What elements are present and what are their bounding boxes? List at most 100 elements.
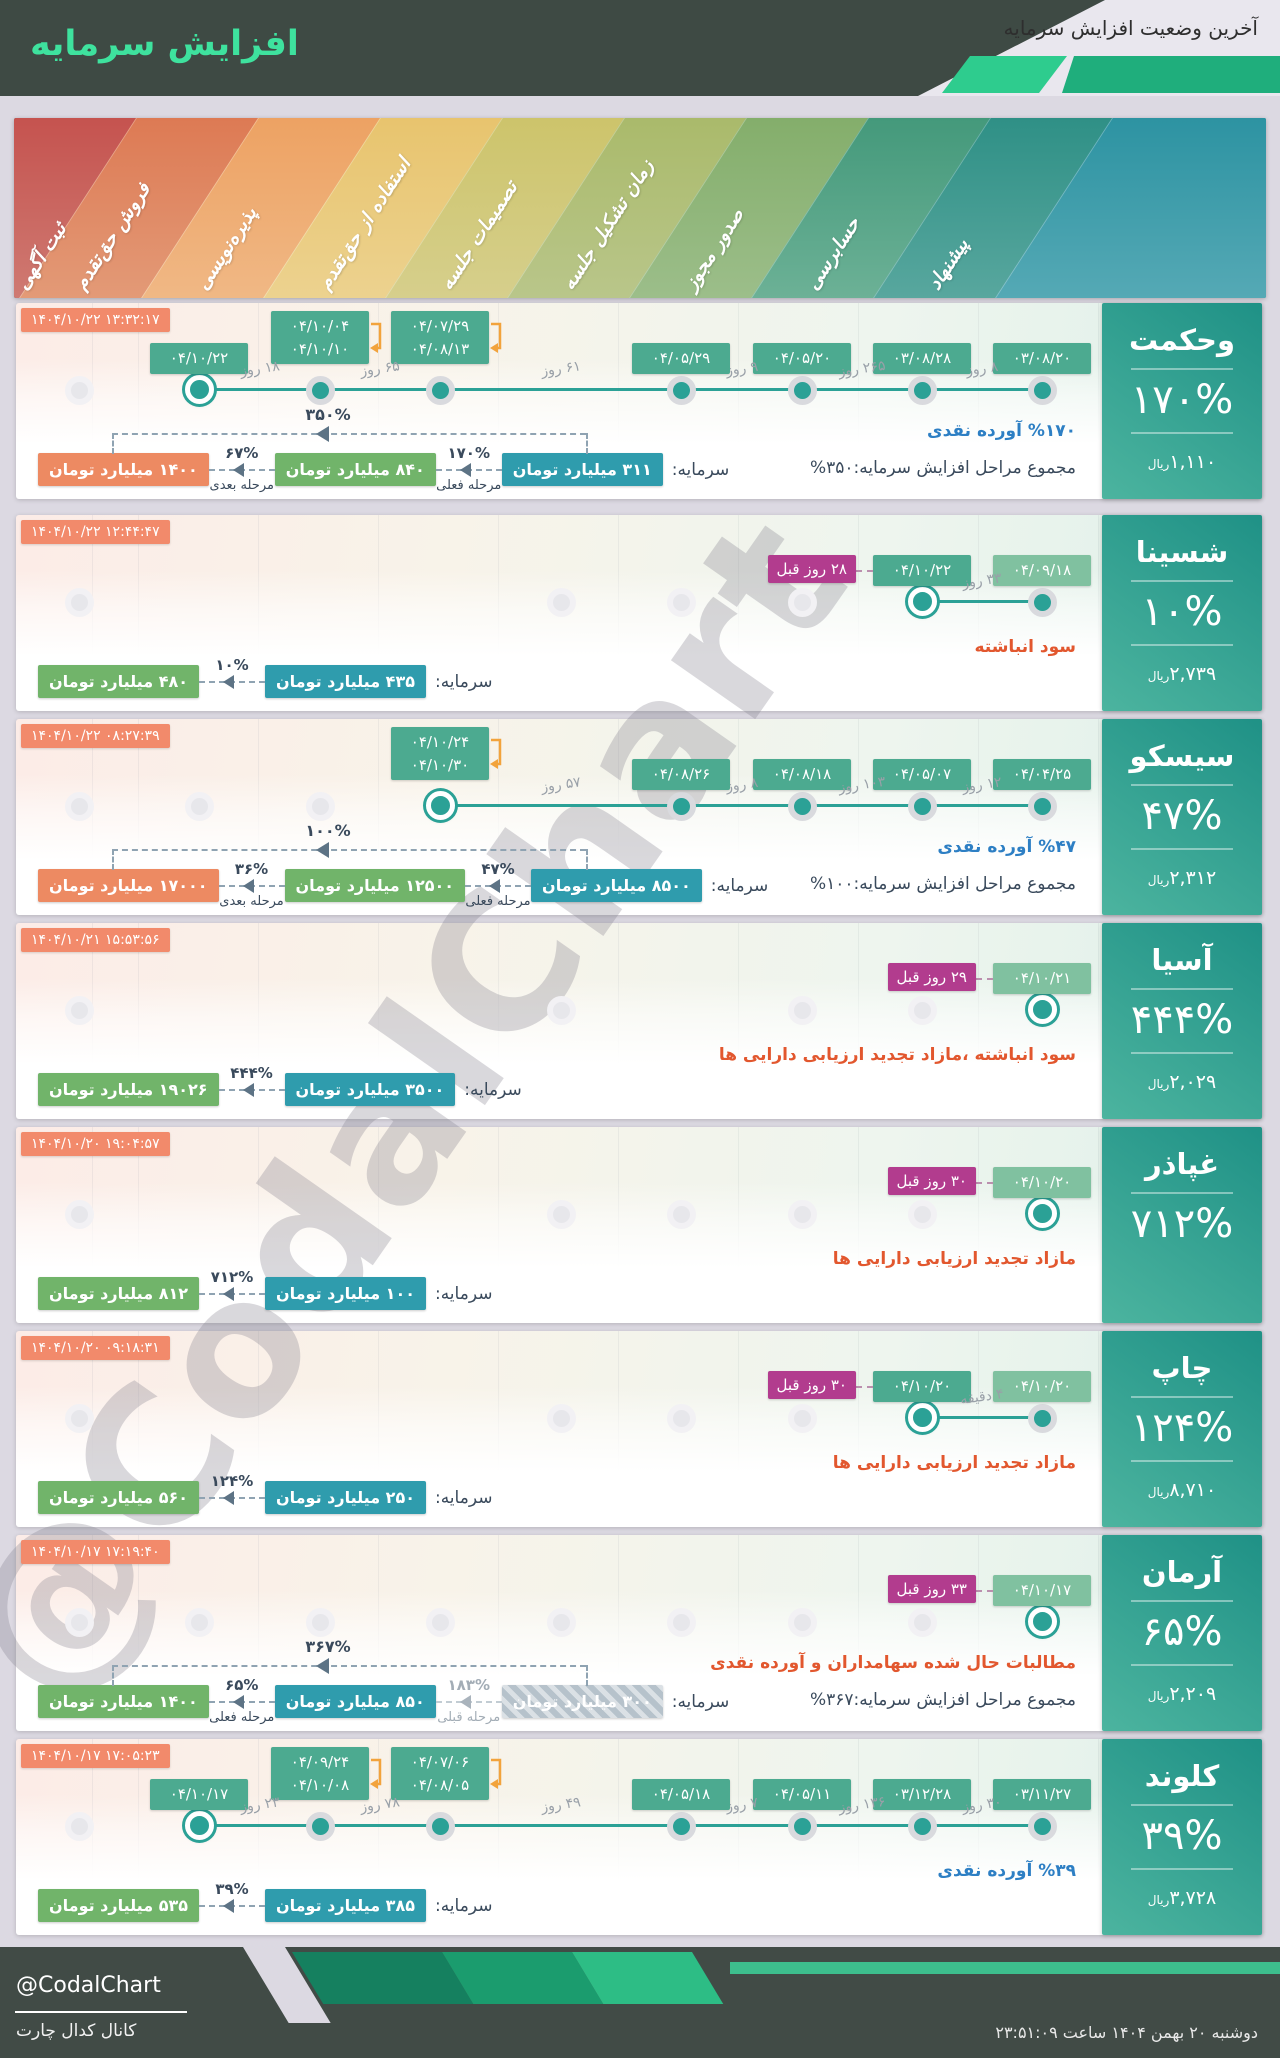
ago-connector bbox=[976, 1590, 993, 1592]
price-value: ۲,۷۳۹ bbox=[1169, 663, 1217, 685]
timeline-dot-empty bbox=[65, 376, 94, 405]
note-text: مازاد تجدید ارزیابی دارایی ها bbox=[832, 1249, 1076, 1269]
company-panel: آسیا ۴۴۴% ۲,۰۲۹ریال bbox=[1102, 923, 1262, 1119]
capital-chain: ۴۸۰ میلیارد تومان ۱۰% ۴۳۵ میلیارد تومان سرم… bbox=[38, 656, 492, 698]
ago-connector bbox=[856, 1386, 873, 1388]
timeline-line bbox=[922, 600, 1042, 603]
stage-connector: ۶۵% مرحله فعلی bbox=[208, 1676, 275, 1725]
capital-badge: ۱۷۰۰۰ میلیارد تومان bbox=[38, 869, 219, 902]
timeline-dot-active bbox=[185, 1811, 214, 1840]
timeline-dot-active bbox=[908, 1403, 937, 1432]
date-text: ۰۴/۱۰/۰۴ bbox=[290, 317, 350, 335]
panel-divider bbox=[1131, 848, 1233, 850]
capital-badge: ۱۴۰۰ میلیارد تومان bbox=[38, 1685, 209, 1718]
date-text: ۰۴/۱۰/۲۰ bbox=[892, 1377, 952, 1395]
timeline-line bbox=[922, 1416, 1042, 1419]
company-row: ۱۴۰۴/۱۰/۲۰ ۰۹:۱۸:۳۱ ۰۴/۱۰/۲۰ ۰۴/۱۰/۲۰ ۴ دقی… bbox=[16, 1331, 1262, 1527]
price-unit: ریال bbox=[1147, 457, 1170, 471]
company-name: شسینا bbox=[1135, 535, 1229, 569]
capital-badge: ۴۸۰ میلیارد تومان bbox=[38, 665, 199, 698]
timestamp-badge: ۱۴۰۴/۱۰/۲۲ ۱۲:۴۴:۴۷ bbox=[21, 520, 170, 544]
footer: @CodalChart کانال کدال چارت دوشنبه ۲۰ به… bbox=[0, 1947, 1280, 2058]
days-ago-badge: ۳۰ روز قبل bbox=[887, 1167, 976, 1195]
timeline-dot-empty bbox=[908, 1608, 937, 1637]
timeline-dot bbox=[788, 1812, 817, 1841]
header: افزایش سرمایه آخرین وضعیت افزایش سرمایه bbox=[0, 0, 1280, 96]
header-dark-shape bbox=[0, 0, 1105, 96]
overview-stub-left bbox=[112, 1665, 114, 1686]
capital-badge: ۱۲۵۰۰ میلیارد تومان bbox=[284, 869, 466, 902]
date-text: ۰۳/۰۸/۲۰ bbox=[1012, 349, 1072, 367]
timeline-dot-empty bbox=[547, 996, 576, 1025]
connector-stage-label: مرحله بعدی bbox=[209, 477, 274, 493]
timeline-dot bbox=[306, 1812, 335, 1841]
ago-connector bbox=[976, 1182, 993, 1184]
panel-divider bbox=[1131, 1052, 1233, 1054]
date-badge: ۰۴/۱۰/۲۱ bbox=[993, 963, 1091, 994]
connector-stage-label: مرحله بعدی bbox=[219, 893, 284, 909]
company-price: ۲,۷۳۹ریال bbox=[1148, 663, 1216, 685]
capital-badge: ۸۵۰ میلیارد تومان bbox=[274, 1685, 436, 1718]
timeline-dot bbox=[1028, 588, 1057, 617]
price-unit: ریال bbox=[1147, 1689, 1170, 1703]
date-text: ۰۴/۱۰/۱۷ bbox=[169, 1785, 229, 1803]
footer-channel-name: کانال کدال چارت bbox=[16, 2021, 137, 2041]
capital-chain: ۱۹۰۲۶ میلیارد تومان ۴۴۴% ۳۵۰۰ میلیارد توما… bbox=[38, 1064, 522, 1106]
timestamp-badge: ۱۴۰۴/۱۰/۲۲ ۰۸:۲۷:۳۹ bbox=[21, 724, 170, 748]
overview-stub-right bbox=[586, 849, 588, 870]
gap-days-label: ۴۹ روز bbox=[539, 1794, 582, 1816]
capital-chain: ۵۶۰ میلیارد تومان ۱۲۴% ۲۵۰ میلیارد تومان سر… bbox=[38, 1472, 492, 1514]
overview-dashed-line bbox=[112, 849, 586, 851]
capital-badge: ۲۵۰ میلیارد تومان bbox=[264, 1481, 426, 1514]
company-name: وحکمت bbox=[1129, 323, 1235, 357]
timeline-dot-empty bbox=[667, 1404, 696, 1433]
price-unit: ریال bbox=[1147, 1485, 1170, 1499]
timeline-dot-empty bbox=[667, 588, 696, 617]
capital-chain: ۸۱۲ میلیارد تومان ۷۱۲% ۱۰۰ میلیارد تومان سر… bbox=[38, 1268, 493, 1310]
company-panel: کلوند ۳۹% ۳,۷۲۸ریال bbox=[1102, 1739, 1262, 1935]
days-ago-badge: ۳۳ روز قبل bbox=[887, 1575, 976, 1603]
return-arrow-icon bbox=[369, 1752, 385, 1801]
date-badge: ۰۴/۱۰/۱۷ bbox=[993, 1575, 1091, 1606]
date-text: ۰۴/۰۷/۰۶ bbox=[410, 1753, 470, 1771]
date-text: ۰۳/۰۸/۲۸ bbox=[892, 349, 952, 367]
footer-green-bar bbox=[730, 1962, 1280, 1974]
company-row: ۱۴۰۴/۱۰/۲۲ ۰۸:۲۷:۳۹ ۰۴/۰۴/۲۵ ۰۴/۰۵/۰۷ ۱۲ رو… bbox=[16, 719, 1262, 915]
date-badge: ۰۴/۱۰/۲۰ bbox=[993, 1371, 1091, 1402]
connector-percent: ۷۱۲% bbox=[210, 1267, 254, 1286]
date-badge: ۰۴/۰۸/۲۶ bbox=[632, 759, 730, 790]
price-value: ۱,۱۱۰ bbox=[1169, 451, 1217, 473]
panel-divider bbox=[1131, 1664, 1233, 1666]
overview-stub-left bbox=[112, 433, 114, 454]
date-text: ۰۴/۱۰/۲۲ bbox=[892, 561, 952, 579]
timeline-dot-empty bbox=[547, 1404, 576, 1433]
panel-divider bbox=[1131, 644, 1233, 646]
date-badge: ۰۴/۱۰/۲۲ bbox=[873, 555, 971, 586]
connector-percent: ۱۲۴% bbox=[210, 1471, 254, 1490]
timeline-line bbox=[199, 388, 1042, 391]
timeline-dot-empty bbox=[65, 1200, 94, 1229]
capital-prefix-label: سرمایه: bbox=[434, 1283, 493, 1304]
capital-prefix-label: سرمایه: bbox=[710, 875, 769, 896]
timestamp-badge: ۱۴۰۴/۱۰/۱۷ ۱۷:۰۵:۲۳ bbox=[21, 1744, 170, 1768]
connector-percent: ۶۷% bbox=[225, 443, 259, 462]
timeline-dot bbox=[1028, 1812, 1057, 1841]
timeline-dot bbox=[1028, 792, 1057, 821]
row-background bbox=[16, 923, 1262, 1119]
gap-days-label: ۵۷ روز bbox=[539, 774, 582, 796]
company-name: چاپ bbox=[1151, 1351, 1213, 1385]
connector-stage-label: مرحله فعلی bbox=[465, 893, 531, 909]
footer-divider bbox=[15, 2011, 187, 2013]
footer-handle: @CodalChart bbox=[16, 1973, 161, 1998]
timeline-dot-empty bbox=[547, 1200, 576, 1229]
page-subtitle: آخرین وضعیت افزایش سرمایه bbox=[1003, 16, 1258, 40]
capital-badge: ۱۰۰ میلیارد تومان bbox=[264, 1277, 426, 1310]
capital-badge: ۵۳۵ میلیارد تومان bbox=[38, 1889, 199, 1922]
timestamp-badge: ۱۴۰۴/۱۰/۱۷ ۱۷:۱۹:۴۰ bbox=[21, 1540, 170, 1564]
capital-prefix-label: سرمایه: bbox=[464, 1079, 522, 1100]
capital-badge: ۱۴۰۰ میلیارد تومان bbox=[38, 453, 209, 486]
capital-prefix-label: سرمایه: bbox=[671, 459, 730, 480]
days-ago-badge: ۳۰ روز قبل bbox=[767, 1371, 856, 1399]
date-badge: ۰۴/۰۵/۰۷ bbox=[873, 759, 971, 790]
timeline-dot bbox=[426, 1812, 455, 1841]
